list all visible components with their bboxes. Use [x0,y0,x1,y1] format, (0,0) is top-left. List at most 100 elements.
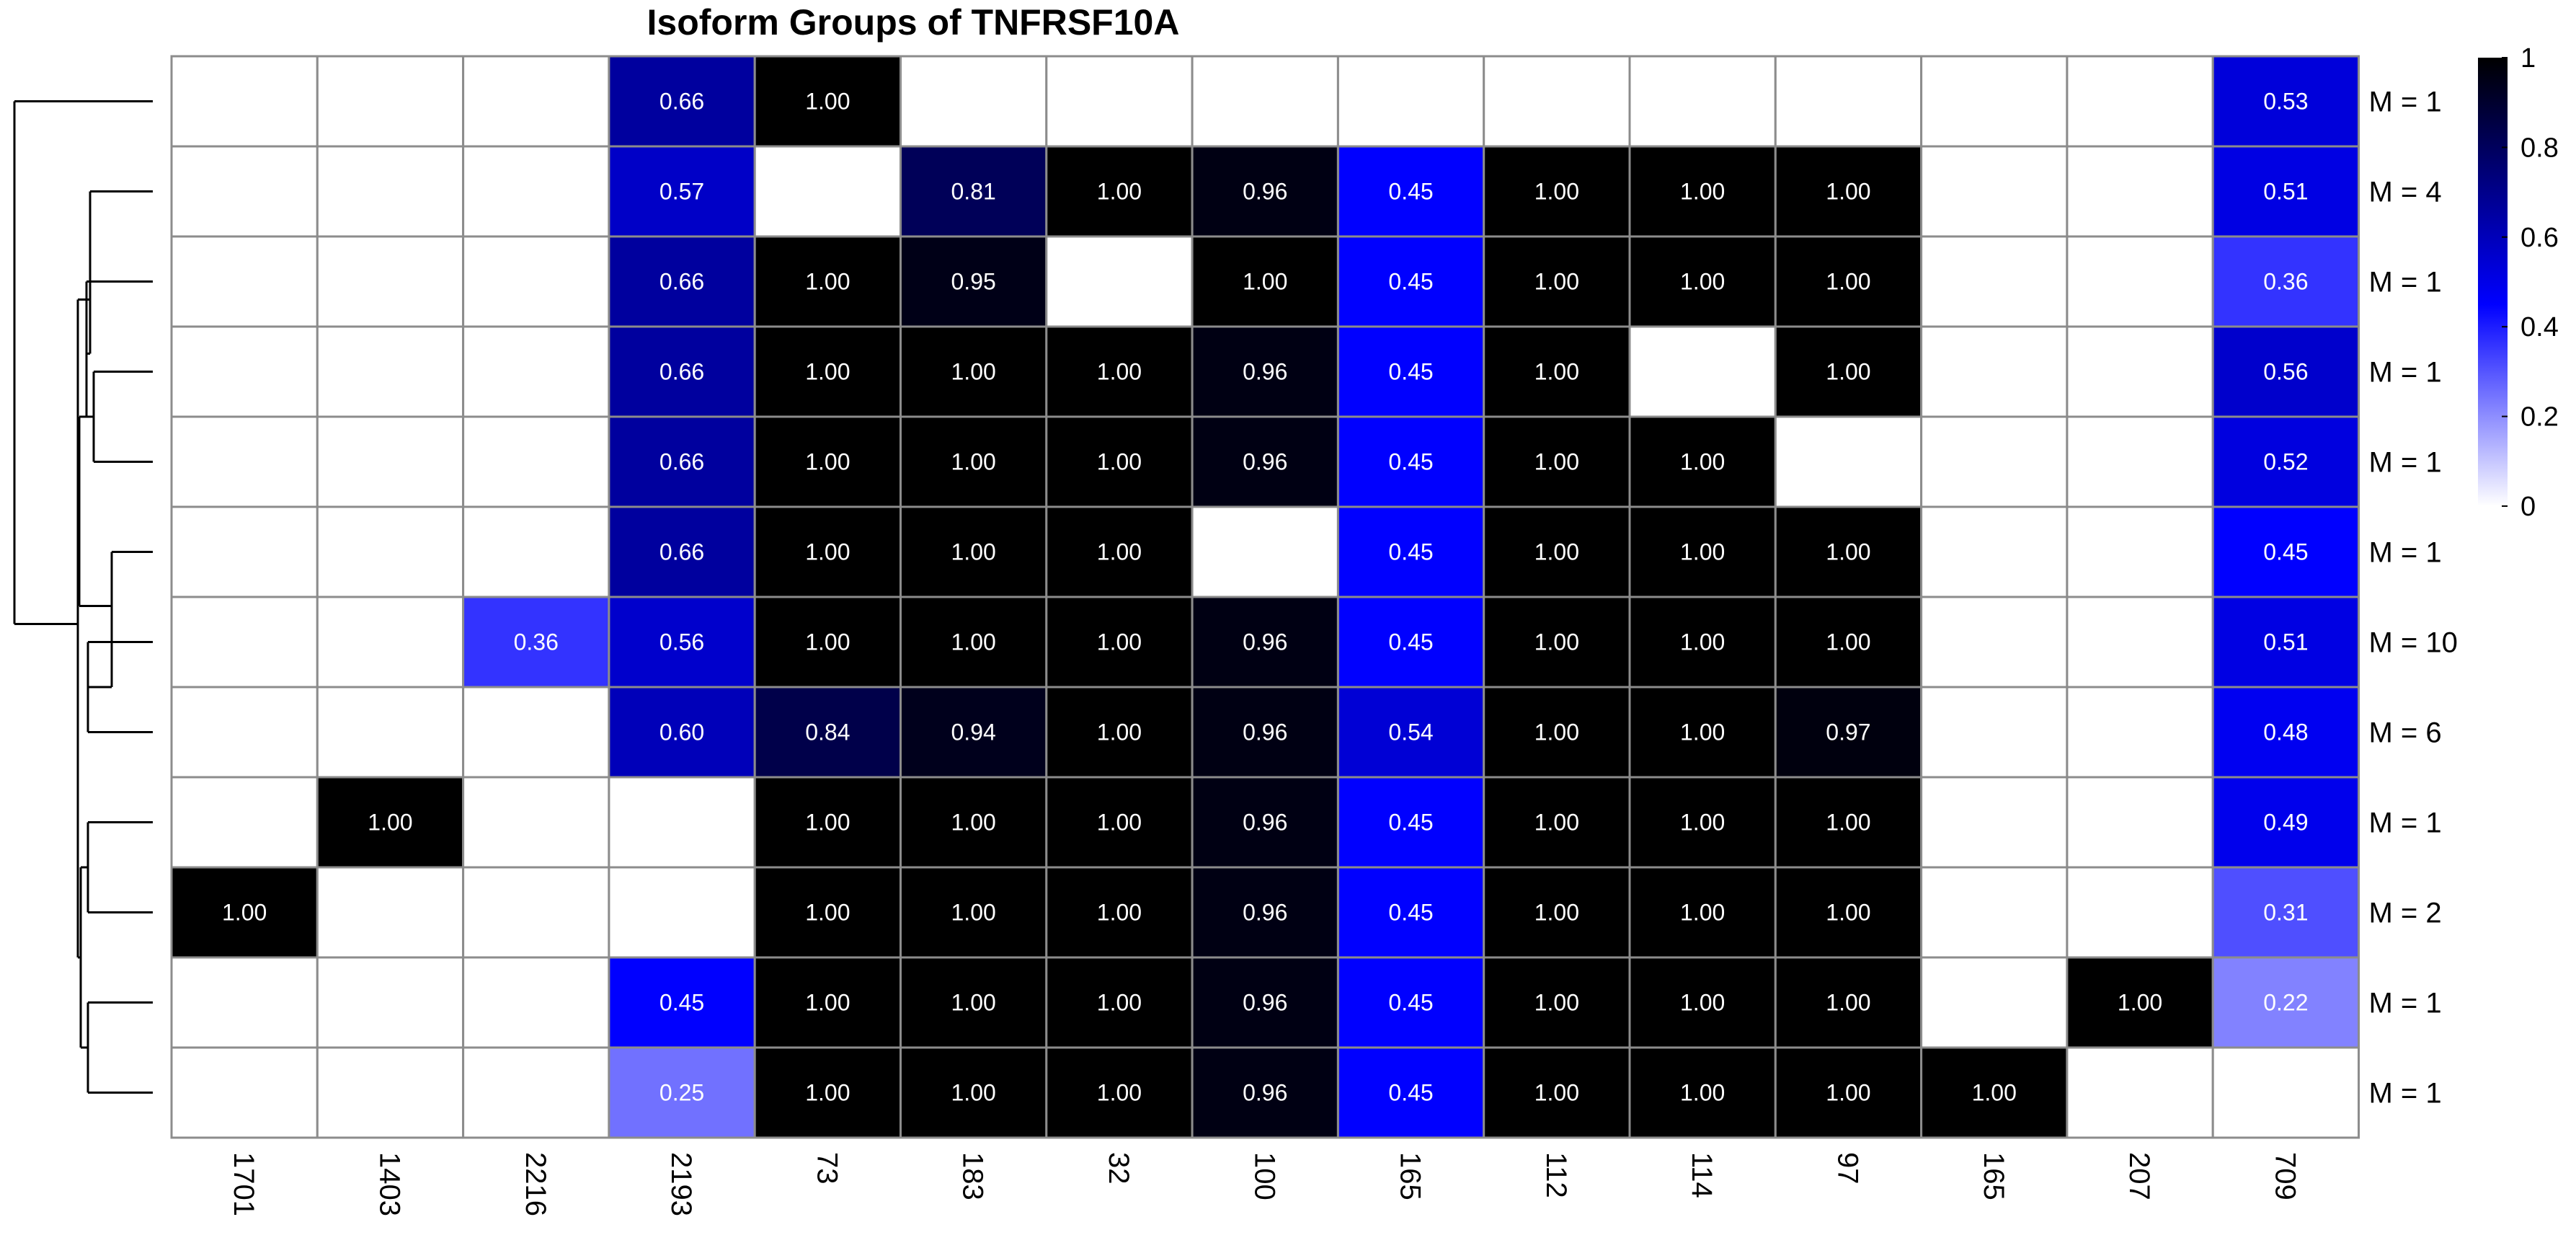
heatmap-cell [2066,776,2214,869]
heatmap-cell [1920,55,2069,148]
cell-label: 0.66 [659,359,704,385]
heatmap-cell [2066,1046,2214,1139]
heatmap-cell [1336,55,1485,148]
heatmap-cell [1336,686,1485,779]
heatmap-cell [1628,325,1777,418]
legend-ticks: 1 0.8 0.6 0.4 0.2 0 [2502,43,2559,522]
heatmap-cell [170,415,319,508]
column-label: 183 [957,1152,989,1200]
column-label: 2216 [520,1152,551,1216]
heatmap-cell [462,866,610,959]
heatmap-cell [2066,686,2214,779]
column-label: 73 [811,1152,843,1185]
cell-label: 0.97 [1826,720,1870,745]
legend-tick-label: 1 [2521,43,2536,74]
cell-label: 1.00 [951,810,996,836]
row-label: M = 1 [2369,267,2442,298]
cell-label: 1.00 [1535,1080,1579,1106]
cell-label: 1.00 [1680,269,1725,295]
cell-label: 0.66 [659,269,704,295]
cell-label: 1.00 [1535,269,1579,295]
cell-label: 1.00 [951,990,996,1016]
cell-label: 1.00 [805,89,850,115]
cell-label: 0.95 [951,269,996,295]
heatmap-cell [2211,776,2360,869]
cell-label: 0.49 [2263,810,2308,836]
cell-label: 1.00 [1097,359,1142,385]
heatmap-cell [170,235,319,328]
cell-label: 0.66 [659,449,704,475]
column-label: 114 [1686,1152,1718,1198]
column-label: 97 [1831,1152,1863,1185]
heatmap-cell [316,686,465,779]
heatmap-cell [1191,596,1339,689]
cell-label: 0.96 [1243,359,1287,385]
cell-label: 1.00 [1826,900,1870,926]
cell-label: 1.00 [1097,900,1142,926]
heatmap-cell [2211,956,2360,1049]
cell-label: 1.00 [1535,900,1579,926]
heatmap-cell [170,145,319,238]
heatmap-cell [1336,1046,1485,1139]
cell-label: 1.00 [1097,629,1142,655]
cell-label: 1.00 [1826,1080,1870,1106]
heatmap-cell [1920,866,2069,959]
heatmap-cell [316,866,465,959]
cell-label: 0.52 [2263,449,2308,475]
heatmap-cell [462,505,610,598]
heatmap-cell [1628,505,1777,598]
cell-label: 1.00 [1535,990,1579,1016]
cell-label: 1.00 [805,539,850,565]
heatmap-cell [170,686,319,779]
heatmap-cell [2211,235,2360,328]
column-label: 100 [1248,1152,1280,1200]
column-label: 165 [1395,1152,1426,1200]
cell-label: 0.45 [1388,359,1433,385]
row-labels: M = 1 M = 4 M = 1 M = 1 M = 1 M = 1 M = 10 M = … [2369,87,2458,1110]
heatmap-cell [900,1046,1048,1139]
cell-label: 1.00 [805,629,850,655]
heatmap-cell [1920,776,2069,869]
cell-label: 0.96 [1243,629,1287,655]
heatmap-cell [170,1046,319,1139]
cell-label: 0.45 [1388,1080,1433,1106]
cell-label: 1.00 [1680,179,1725,205]
heatmap-cell [316,505,465,598]
cell-label: 1.00 [1097,810,1142,836]
heatmap-cell [1045,55,1194,148]
heatmap-cell [1336,415,1485,508]
heatmap-cell [900,235,1048,328]
cell-label: 1.00 [1826,539,1870,565]
heatmap-cell [462,956,610,1049]
heatmap-cell [1045,776,1194,869]
cell-label: 0.31 [2263,900,2308,926]
heatmap-cell [900,145,1048,238]
heatmap-cell [1483,145,1631,238]
cell-label: 0.45 [2263,539,2308,565]
heatmap-cell [2211,1046,2360,1139]
cell-label: 0.96 [1243,1080,1287,1106]
row-label: M = 1 [2369,87,2442,118]
heatmap-cell [1191,55,1339,148]
cell-label: 1.00 [1535,629,1579,655]
heatmap-cell [1045,505,1194,598]
legend-tick-label: 0.8 [2521,133,2559,163]
heatmap-cell [900,55,1048,148]
cell-label: 1.00 [1826,990,1870,1016]
heatmap-cell [1920,415,2069,508]
cell-label: 1.00 [951,900,996,926]
cell-label: 1.00 [805,900,850,926]
cell-label: 1.00 [1097,539,1142,565]
cell-label: 1.00 [1680,900,1725,926]
cell-label: 0.57 [659,179,704,205]
cell-label: 1.00 [1826,269,1870,295]
heatmap-cell [753,505,902,598]
cell-label: 1.00 [1535,720,1579,745]
heatmap-cell [1774,956,1923,1049]
heatmap-cell [1483,596,1631,689]
cell-label: 0.96 [1243,900,1287,926]
heatmap-cell [1920,596,2069,689]
heatmap-cell [1774,776,1923,869]
heatmap-cell [1920,505,2069,598]
heatmap-cell [1774,145,1923,238]
